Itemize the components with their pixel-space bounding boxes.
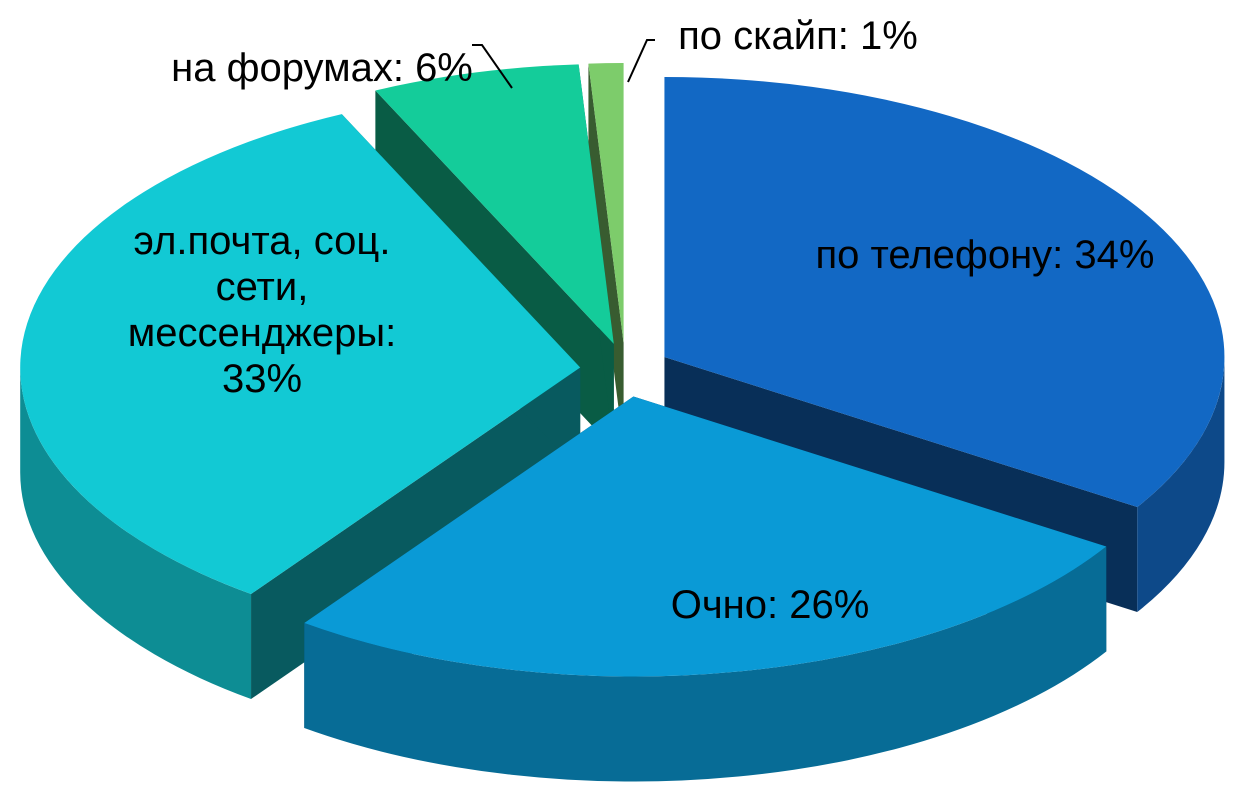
slice-side <box>588 63 624 449</box>
value-label: 34% <box>1074 233 1155 277</box>
slice-top <box>375 64 614 344</box>
data-label: по телефону: 34% <box>815 232 1155 278</box>
slices <box>20 63 1225 782</box>
category-label: по скайп: <box>678 14 849 58</box>
category-label: на форумах: <box>171 46 404 90</box>
slice <box>304 396 1107 782</box>
slice-edge <box>1137 356 1225 613</box>
data-label: на форумах: 6% <box>162 45 482 91</box>
slice-top <box>20 114 581 594</box>
slice-top <box>304 396 1107 677</box>
slice <box>588 63 624 449</box>
leader-line <box>627 39 655 83</box>
value-label: 6% <box>415 46 473 90</box>
leader-line <box>472 44 513 89</box>
slice-edge <box>20 367 252 699</box>
data-label: по скайп: 1% <box>638 13 958 59</box>
slice-edge <box>304 546 1107 782</box>
value-label: 1% <box>860 14 918 58</box>
slice-top <box>588 63 624 344</box>
category-label: Очно: <box>670 583 779 627</box>
value-label: 26% <box>789 583 870 627</box>
slice-top <box>664 76 1225 508</box>
data-label: Очно: 26% <box>600 582 940 628</box>
category-label: по телефону: <box>815 233 1064 277</box>
category-label: эл.почта, соц. сети, мессенджеры: <box>127 219 397 355</box>
data-label: эл.почта, соц. сети, мессенджеры: 33% <box>97 218 427 402</box>
value-label: 33% <box>221 357 303 401</box>
